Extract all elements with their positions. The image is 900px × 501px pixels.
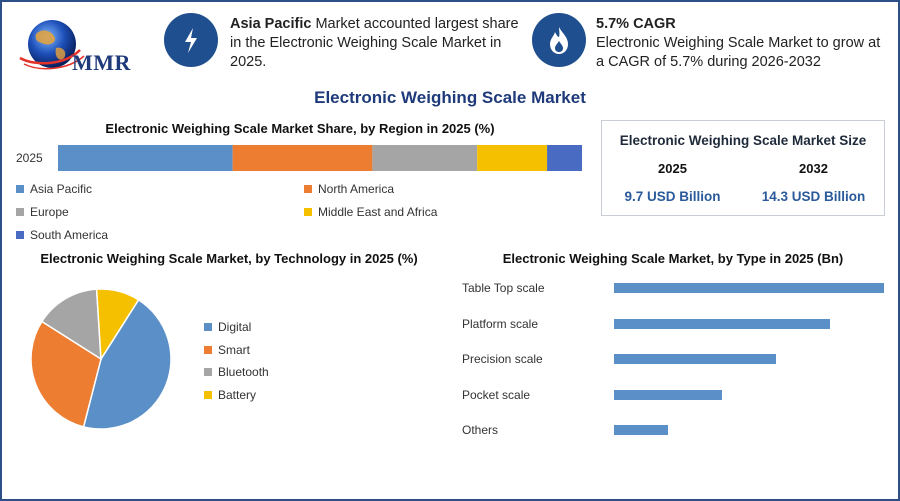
region-legend-item-europe: Europe: [16, 205, 69, 219]
type-label-others: Others: [462, 423, 499, 437]
tech-legend-item-battery: Battery: [204, 384, 384, 407]
region-segment-south-america: [547, 145, 582, 171]
info-text-1: Asia Pacific Market accounted largest sh…: [230, 15, 520, 72]
region-stacked-bar: [58, 145, 582, 171]
info-circle-1: [164, 13, 218, 67]
type-label-platform-scale: Platform scale: [462, 316, 539, 331]
flame-icon: [550, 27, 568, 54]
main-title: Electronic Weighing Scale Market: [314, 88, 586, 107]
type-bar-precision-scale: [614, 354, 776, 364]
tech-legend: Digital Smart Bluetooth Battery: [204, 316, 384, 406]
tech-chart-title: Electronic Weighing Scale Market, by Tec…: [40, 251, 418, 266]
pie-slice-smart: [30, 320, 102, 428]
globe-logo-icon: [19, 20, 85, 70]
legend-label: Middle East and Africa: [318, 205, 438, 219]
legend-swatch: [16, 208, 24, 216]
legend-swatch: [204, 345, 212, 354]
lightning-icon: [185, 28, 197, 53]
pie-slice-bluetooth: [40, 288, 102, 361]
type-bar-pocket-scale: [614, 389, 722, 400]
legend-label: Bluetooth: [218, 365, 269, 380]
legend-swatch: [204, 368, 212, 377]
region-legend: Asia Pacific North America Europe Middle Ea…: [16, 182, 576, 246]
info-1-text: Market accounted largest share in the El…: [230, 16, 519, 70]
info-text-2: 5.7% CAGR Electronic Weighing Scale Mark…: [596, 15, 891, 72]
legend-label: Digital: [218, 320, 252, 335]
legend-label: North America: [318, 182, 395, 196]
legend-label: Smart: [218, 342, 251, 357]
type-chart-title: Electronic Weighing Scale Market, by Typ…: [502, 251, 844, 266]
legend-label: Europe: [30, 205, 69, 219]
type-bar-table-top-scale: [614, 283, 884, 293]
region-segment-north-america: [232, 145, 373, 171]
type-label-table-top-scale: Table Top scale: [462, 281, 545, 295]
size-value-2032: 14.3 USD Billion: [761, 189, 866, 204]
region-legend-item-south-america: South America: [16, 228, 108, 242]
region-segment-europe: [372, 145, 478, 171]
region-chart-title: Electronic Weighing Scale Market Share, …: [105, 121, 495, 136]
legend-swatch: [204, 390, 212, 399]
market-size-title: Electronic Weighing Scale Market Size: [619, 133, 867, 148]
market-size-box: Electronic Weighing Scale Market Size 20…: [601, 120, 885, 216]
region-segment-asia-pacific: [58, 145, 233, 171]
type-bar-others: [614, 425, 668, 435]
legend-label: Asia Pacific: [30, 182, 93, 196]
legend-swatch: [16, 231, 24, 239]
region-legend-item-north-america: North America: [304, 182, 394, 196]
region-segment-middle-east-and-africa: [477, 145, 548, 171]
size-year-2025: 2025: [658, 161, 687, 176]
legend-swatch: [304, 185, 312, 193]
size-value-2025: 9.7 USD Billion: [624, 189, 721, 204]
tech-legend-item-smart: Smart: [204, 339, 384, 362]
size-year-2032: 2032: [799, 161, 828, 176]
pie-slice-digital: [82, 298, 172, 430]
info-circle-2: [532, 13, 586, 67]
tech-legend-item-digital: Digital: [204, 316, 384, 339]
region-year-label: 2025: [16, 151, 43, 165]
region-legend-item-asia-pacific: Asia Pacific: [16, 182, 92, 196]
logo-text: MMR: [72, 50, 131, 75]
type-label-precision-scale: Precision scale: [462, 352, 543, 366]
tech-legend-item-bluetooth: Bluetooth: [204, 361, 384, 384]
type-bar-platform-scale: [614, 318, 830, 329]
legend-swatch: [16, 185, 24, 193]
pie-slice-battery: [95, 288, 140, 362]
info-2-bold: 5.7% CAGR: [596, 16, 676, 32]
info-1-bold: Asia Pacific: [230, 16, 312, 32]
legend-swatch: [204, 323, 212, 332]
region-legend-item-middle-east-and-africa: Middle East and Africa: [304, 205, 437, 219]
type-label-pocket-scale: Pocket scale: [462, 387, 531, 402]
logo: MMR: [14, 14, 138, 78]
legend-label: Battery: [218, 387, 257, 402]
info-2-text: Electronic Weighing Scale Market to grow…: [596, 35, 881, 70]
type-bar-chart: Table Top scale Platform scale Precision s…: [462, 278, 892, 448]
legend-swatch: [304, 208, 312, 216]
tech-pie-chart: [30, 288, 172, 430]
legend-label: South America: [30, 228, 109, 242]
